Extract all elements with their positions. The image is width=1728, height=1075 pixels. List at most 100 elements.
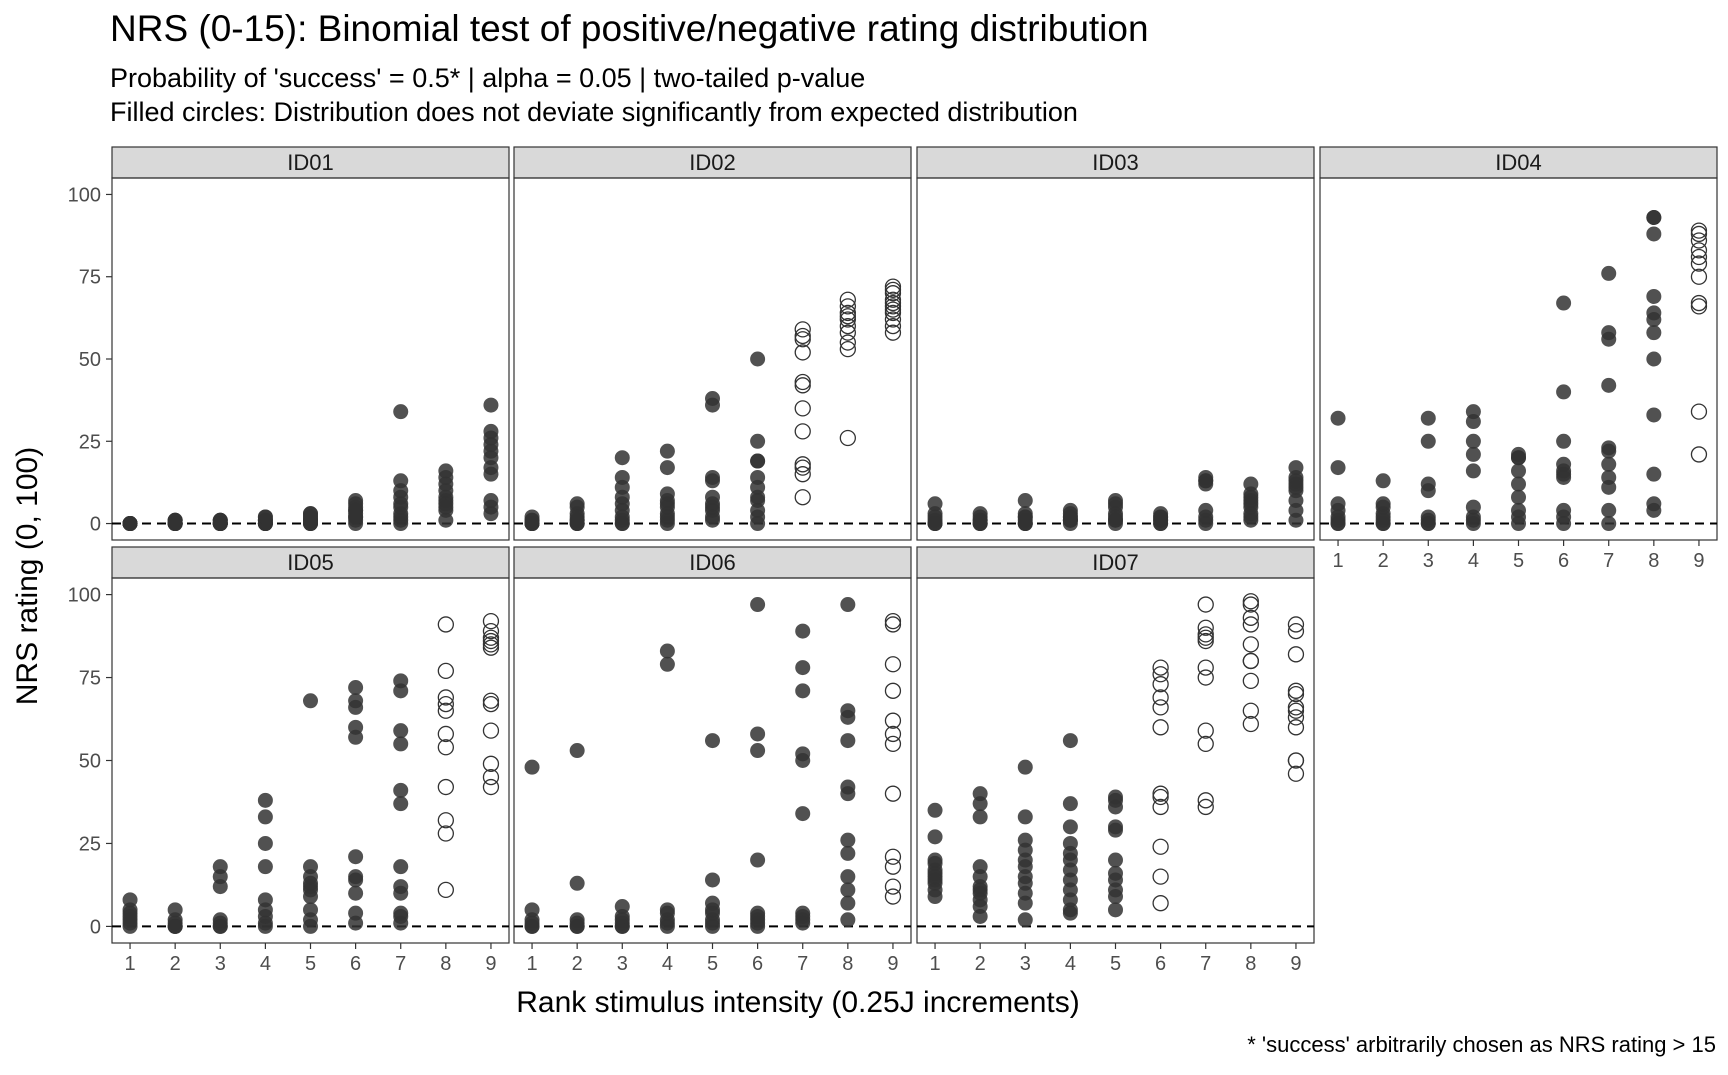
data-point-open [482, 622, 500, 640]
data-point-filled [1017, 509, 1033, 525]
data-point-open [1197, 669, 1214, 686]
data-point-filled [348, 680, 364, 695]
x-tick-label: 4 [1468, 550, 1479, 572]
data-point-filled [1646, 226, 1662, 242]
data-point-open [794, 459, 811, 476]
data-point-filled [1062, 835, 1078, 851]
data-point-open [437, 725, 454, 743]
panel-strip-label: ID04 [1495, 150, 1541, 175]
x-tick-label: 9 [1693, 550, 1704, 572]
data-point-filled [1108, 819, 1123, 835]
data-point-open [794, 423, 811, 440]
data-point-filled [393, 905, 409, 921]
data-point-open [884, 848, 902, 865]
data-point-filled [750, 852, 766, 868]
data-point-open [1690, 298, 1708, 315]
data-point-filled [1556, 295, 1572, 311]
data-point-open [1197, 722, 1214, 739]
data-point-open [1287, 719, 1305, 736]
y-tick-label: 0 [90, 916, 101, 938]
data-point-filled [257, 509, 273, 525]
data-point-filled [795, 905, 811, 921]
data-point-open [884, 725, 902, 743]
data-point-open [839, 311, 856, 328]
data-point-open [437, 778, 454, 796]
y-tick-label: 0 [90, 514, 101, 536]
data-point-open [884, 616, 902, 633]
data-point-open [839, 308, 856, 325]
data-point-open [884, 735, 902, 753]
data-point-filled [614, 899, 630, 914]
data-point-open [884, 682, 902, 699]
data-point-open [482, 722, 500, 739]
data-point-filled [303, 509, 318, 525]
x-tick-label: 3 [1020, 953, 1031, 975]
x-tick-label: 7 [395, 953, 406, 975]
data-point-filled [348, 719, 364, 735]
data-point-open [839, 340, 856, 358]
panel-border [513, 177, 912, 541]
data-point-filled [1646, 351, 1662, 367]
data-point-filled [303, 902, 318, 918]
data-point-open [1690, 242, 1708, 259]
data-point-filled [972, 786, 988, 802]
data-point-filled [705, 733, 720, 749]
y-tick-label: 100 [68, 585, 101, 607]
data-point-open [884, 612, 902, 630]
data-point-open [1242, 593, 1259, 610]
data-point-open [1287, 682, 1305, 699]
data-point-filled [1198, 502, 1214, 518]
x-tick-label: 3 [215, 953, 226, 975]
panel-strip-label: ID02 [689, 150, 735, 175]
data-point-filled [840, 779, 856, 795]
x-tick-label: 1 [124, 953, 135, 975]
data-point-open [839, 317, 856, 335]
x-tick-label: 6 [350, 953, 361, 975]
data-point-open [1197, 619, 1214, 636]
x-tick-label: 1 [526, 953, 537, 975]
data-point-filled [1062, 733, 1078, 749]
x-tick-label: 4 [1065, 953, 1076, 975]
panel-strip [513, 546, 912, 579]
panel-id01: ID01 0 25 50 75 100 [68, 146, 510, 541]
data-point-filled [659, 443, 675, 459]
data-point-open [1242, 672, 1259, 690]
y-tick-label: 25 [79, 833, 101, 855]
data-point-filled [1601, 502, 1617, 518]
data-point-filled [795, 683, 811, 699]
data-point-filled [705, 489, 720, 505]
x-tick-label: 9 [1290, 953, 1301, 975]
data-point-open [794, 327, 811, 345]
data-point-filled [705, 872, 720, 888]
data-point-filled [840, 597, 856, 613]
data-point-open [482, 612, 500, 630]
data-point-open [794, 373, 811, 391]
panel-strip-label: ID03 [1092, 150, 1138, 175]
data-point-filled [705, 895, 720, 911]
y-tick-label: 50 [79, 349, 101, 371]
data-point-open [437, 662, 454, 680]
data-point-open [1242, 702, 1259, 719]
data-point-filled [348, 869, 364, 885]
x-tick-label: 6 [1558, 550, 1569, 572]
panel-strip-label: ID05 [287, 550, 333, 575]
data-point-filled [927, 802, 943, 818]
data-point-open [1690, 248, 1708, 266]
data-point-filled [569, 512, 585, 528]
data-point-open [884, 304, 902, 322]
data-point-filled [840, 733, 856, 749]
data-point-filled [1465, 463, 1481, 479]
data-point-open [1690, 225, 1708, 243]
data-point-open [1287, 709, 1305, 726]
data-point-filled [750, 905, 766, 921]
data-point-filled [659, 902, 675, 918]
data-point-open [794, 466, 811, 483]
data-point-open [1287, 646, 1305, 663]
data-point-filled [659, 486, 675, 502]
data-point-open [437, 616, 454, 633]
data-point-filled [750, 453, 766, 469]
data-point-filled [1017, 832, 1033, 848]
data-point-open [1152, 666, 1169, 683]
data-point-open [1152, 659, 1169, 676]
data-point-open [1287, 699, 1305, 716]
